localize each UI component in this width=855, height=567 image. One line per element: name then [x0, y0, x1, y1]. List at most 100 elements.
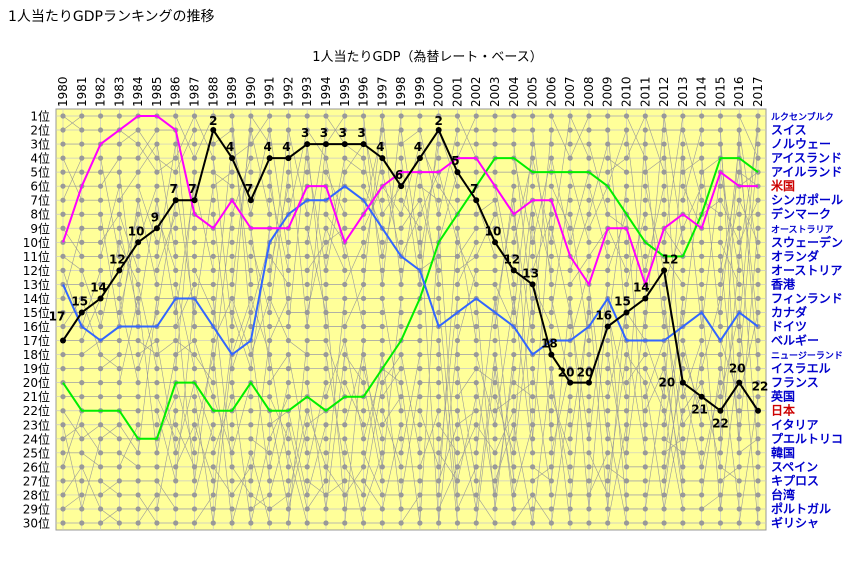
grid-dot — [79, 155, 85, 161]
other-country-segment — [645, 368, 665, 411]
grid-dot — [736, 436, 742, 442]
grid-dot — [680, 394, 686, 400]
y-tick-label: 30位 — [23, 516, 50, 531]
grid-dot — [79, 127, 85, 133]
grid-dot — [173, 323, 179, 330]
grid-dot — [623, 450, 630, 456]
grid-dot — [210, 394, 216, 400]
grid-dot — [623, 394, 630, 400]
x-tick-label: 2012 — [657, 76, 671, 107]
grid-dot — [154, 253, 160, 259]
other-country-segment — [720, 144, 740, 313]
other-country-segment — [344, 242, 364, 285]
grid-dot — [267, 211, 273, 217]
grid-dot — [567, 113, 573, 119]
grid-dot — [492, 169, 498, 175]
grid-dot — [191, 408, 198, 414]
grid-dot — [173, 239, 179, 245]
grid-dot — [473, 464, 479, 470]
grid-dot — [623, 506, 630, 512]
grid-dot — [191, 422, 198, 428]
other-country-segment — [231, 115, 252, 327]
other-country-segment — [213, 171, 233, 187]
other-country-segment — [551, 368, 571, 524]
grid-dot — [755, 267, 761, 273]
data-point — [623, 309, 630, 316]
grid-dot — [586, 309, 592, 316]
grid-dot — [342, 422, 348, 428]
grid-dot — [267, 141, 273, 147]
grid-dot — [567, 478, 573, 484]
grid-dot — [135, 141, 141, 147]
grid-dot — [755, 337, 761, 344]
data-label: 4 — [282, 140, 290, 154]
grid-dot — [642, 169, 648, 175]
grid-dot — [736, 520, 742, 526]
grid-dot — [586, 506, 592, 512]
grid-dot — [680, 436, 686, 442]
grid-dot — [154, 422, 160, 428]
other-country-segment — [269, 494, 289, 510]
grid-dot — [605, 141, 611, 147]
x-tick-label: 2017 — [751, 76, 765, 107]
grid-dot — [436, 436, 442, 442]
grid-dot — [229, 464, 235, 470]
other-country-segment — [250, 438, 270, 454]
grid-dot — [229, 520, 235, 526]
grid-dot — [116, 422, 122, 428]
grid-dot — [342, 506, 348, 512]
grid-dot — [323, 520, 329, 526]
grid-dot — [248, 239, 254, 245]
grid-dot — [116, 464, 122, 470]
grid-dot — [285, 113, 292, 119]
grid-dot — [699, 267, 705, 273]
grid-dot — [210, 197, 216, 203]
grid-dot — [436, 520, 442, 526]
other-country-segment — [363, 382, 383, 481]
grid-dot — [154, 478, 160, 484]
grid-dot — [248, 436, 254, 442]
data-point — [736, 379, 743, 386]
other-country-segment — [81, 298, 101, 355]
grid-dot — [417, 394, 423, 400]
grid-dot — [210, 295, 216, 302]
grid-dot — [529, 225, 536, 231]
grid-dot — [454, 225, 461, 231]
data-label: 2 — [209, 114, 217, 128]
x-tick-label: 2010 — [620, 76, 634, 107]
other-country-segment — [137, 298, 158, 453]
grid-dot — [360, 337, 367, 344]
grid-dot — [717, 267, 724, 273]
grid-dot — [605, 197, 611, 203]
other-country-segment — [551, 382, 571, 481]
x-tick-label: 2001 — [450, 76, 464, 107]
grid-dot — [680, 422, 686, 428]
grid-dot — [605, 408, 611, 414]
grid-dot — [680, 127, 686, 133]
grid-dot — [229, 394, 235, 400]
grid-dot — [210, 380, 216, 386]
grid-dot — [304, 127, 310, 133]
grid-dot — [661, 351, 667, 358]
grid-dot — [210, 155, 216, 161]
grid-dot — [135, 197, 141, 203]
data-point — [585, 379, 592, 386]
grid-dot — [680, 464, 686, 470]
grid-dot — [755, 211, 761, 217]
other-country-segment — [607, 354, 627, 467]
grid-dot — [548, 155, 554, 161]
grid-dot — [605, 520, 611, 526]
grid-dot — [135, 422, 141, 428]
grid-dot — [285, 337, 292, 344]
grid-dot — [379, 478, 385, 484]
grid-dot — [210, 183, 216, 189]
y-tick-label: 11位 — [23, 249, 50, 264]
other-country-segment — [62, 410, 83, 467]
grid-dot — [304, 520, 310, 526]
grid-dot — [60, 351, 66, 358]
grid-dot — [248, 323, 254, 330]
grid-dot — [736, 281, 742, 288]
data-label: 15 — [614, 294, 631, 308]
grid-dot — [623, 267, 630, 273]
other-country-segment — [344, 354, 364, 425]
